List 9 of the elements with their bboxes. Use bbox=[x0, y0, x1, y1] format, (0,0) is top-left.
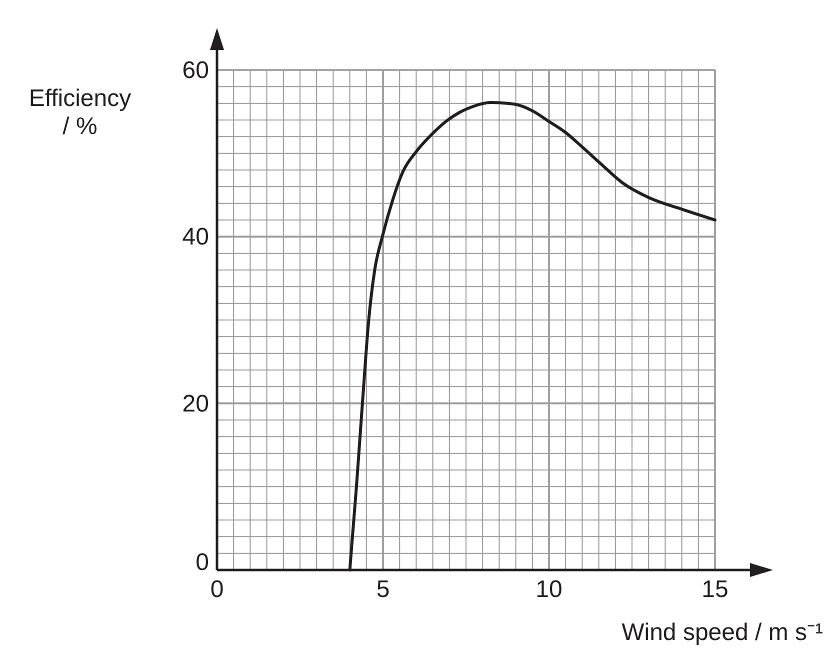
x-tick-label: 15 bbox=[702, 576, 728, 603]
y-tick-label: 60 bbox=[182, 57, 209, 84]
x-tick-label: 10 bbox=[536, 576, 562, 603]
y-axis-title: Efficiency / % bbox=[28, 85, 132, 140]
x-axis-title: Wind speed / m s⁻¹ bbox=[622, 619, 823, 646]
y-tick-label: 20 bbox=[182, 390, 209, 418]
y-tick-label: 0 bbox=[196, 549, 209, 576]
x-tick-label: 5 bbox=[376, 576, 390, 603]
y-tick-label: 40 bbox=[182, 224, 209, 251]
